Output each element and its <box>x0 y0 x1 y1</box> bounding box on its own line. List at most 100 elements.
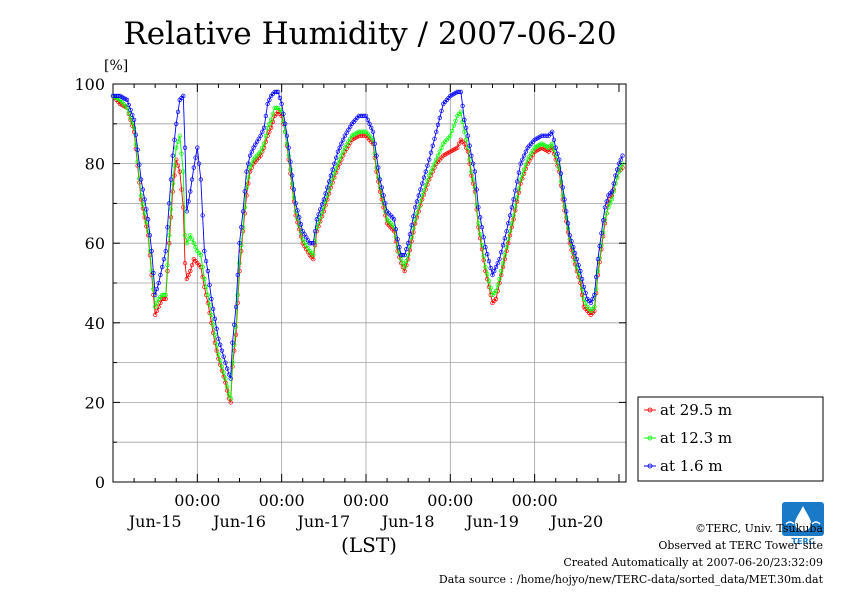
data-point <box>495 282 500 288</box>
data-point <box>500 264 506 270</box>
data-point <box>377 177 383 182</box>
data-point <box>130 112 135 117</box>
data-point <box>502 252 507 258</box>
data-point <box>451 123 456 128</box>
data-point <box>432 161 437 166</box>
data-point <box>325 185 330 190</box>
data-point <box>260 145 265 150</box>
data-point <box>471 177 476 182</box>
data-point <box>430 143 435 148</box>
data-point <box>288 167 293 172</box>
data-point <box>516 170 521 175</box>
data-point <box>565 226 571 231</box>
data-point <box>502 256 507 262</box>
data-point <box>521 167 527 172</box>
axes: 0 20 40 60 80 100 00:00 00:00 00:00 00:00 00:00 Jun… <box>74 75 626 531</box>
data-point <box>423 169 428 174</box>
legend-label: at 1.6 m <box>660 457 723 475</box>
data-point <box>297 215 302 220</box>
data-point <box>174 157 179 162</box>
data-point <box>493 264 499 270</box>
data-point <box>592 292 597 298</box>
data-point <box>145 229 151 234</box>
data-point <box>439 145 444 150</box>
data-point <box>290 173 295 178</box>
data-point <box>418 187 423 192</box>
data-point <box>416 193 421 198</box>
series-at-1-6-m <box>110 89 625 381</box>
data-point <box>523 162 529 167</box>
data-point <box>158 272 163 278</box>
data-point <box>200 264 205 270</box>
data-point <box>421 175 427 180</box>
data-point <box>207 282 212 288</box>
data-point <box>258 133 263 138</box>
series-line <box>112 95 623 399</box>
data-point <box>471 161 476 166</box>
data-point <box>435 153 441 158</box>
data-point <box>471 181 476 186</box>
data-point <box>462 129 467 134</box>
data-point <box>189 262 195 268</box>
data-point <box>365 117 370 122</box>
legend: at 29.5 m at 12.3 m at 1.6 m <box>637 396 824 482</box>
data-point <box>500 260 506 266</box>
data-point <box>198 177 203 182</box>
data-point <box>193 155 198 160</box>
data-point <box>483 245 488 250</box>
data-point <box>244 169 249 174</box>
data-point <box>309 241 314 246</box>
data-point <box>263 113 268 118</box>
data-point <box>242 189 247 194</box>
data-point <box>427 157 432 162</box>
data-point <box>312 229 318 234</box>
data-point <box>456 141 462 146</box>
data-point <box>551 137 557 142</box>
data-point <box>520 157 525 162</box>
data-point <box>434 157 439 162</box>
data-point <box>321 197 326 202</box>
data-point <box>583 290 588 296</box>
legend-marker <box>647 463 653 469</box>
data-point <box>478 215 483 220</box>
data-point <box>328 173 333 178</box>
data-point <box>402 264 407 270</box>
data-point <box>214 326 219 331</box>
water-drop-icon <box>795 506 811 531</box>
series-line <box>113 91 623 379</box>
data-point <box>592 304 597 310</box>
data-point <box>411 214 416 219</box>
data-point <box>291 187 297 192</box>
data-point <box>188 268 193 274</box>
data-point <box>274 89 279 95</box>
data-point <box>437 149 442 154</box>
data-point <box>170 153 175 158</box>
data-point <box>597 244 602 249</box>
data-point <box>335 149 341 154</box>
data-point <box>413 205 418 210</box>
data-point <box>163 296 168 302</box>
data-point <box>165 262 170 268</box>
data-point <box>516 186 521 191</box>
data-point <box>196 161 202 166</box>
data-point <box>590 296 595 302</box>
data-point <box>467 143 472 148</box>
data-point <box>151 270 156 276</box>
data-point <box>569 239 574 244</box>
data-point <box>493 288 499 294</box>
data-point <box>230 360 235 365</box>
data-point <box>318 207 323 212</box>
data-point <box>490 272 495 278</box>
data-point <box>270 111 276 116</box>
data-point <box>374 153 379 158</box>
data-point <box>425 178 430 183</box>
data-point <box>609 197 615 202</box>
data-point <box>620 153 625 158</box>
data-point <box>550 141 555 146</box>
data-point <box>263 133 268 138</box>
data-point <box>521 153 527 158</box>
data-point <box>379 185 384 190</box>
data-point <box>174 145 179 150</box>
data-point <box>469 173 474 178</box>
data-point <box>235 272 240 278</box>
